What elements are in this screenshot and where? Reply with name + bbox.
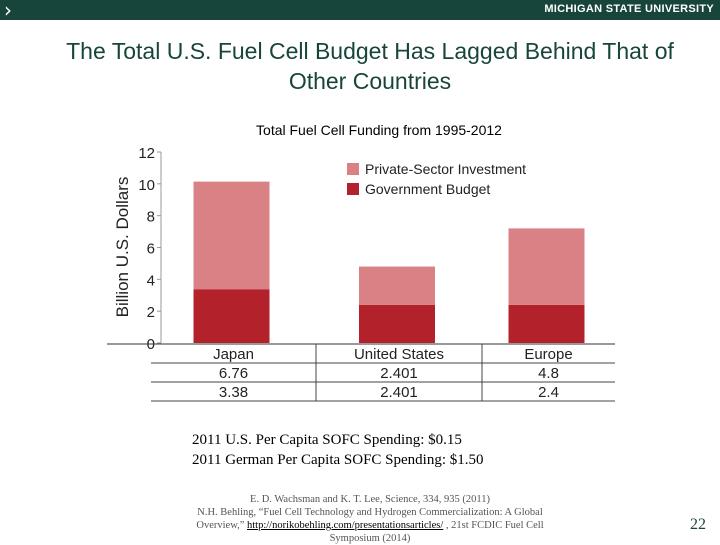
legend-box bbox=[341, 159, 601, 203]
citation-line3a: Overview,” bbox=[196, 520, 245, 531]
citation-line1: E. D. Wachsman and K. T. Lee, Science, 3… bbox=[250, 494, 490, 505]
german-spending-note: 2011 German Per Capita SOFC Spending: $1… bbox=[192, 452, 484, 468]
citation-line3b: , 21st FCDIC Fuel Cell bbox=[445, 520, 544, 531]
citation-link[interactable]: http://norikobehling.com/presentationsar… bbox=[247, 520, 444, 531]
y-tick-label: 2 bbox=[147, 304, 155, 321]
page-number: 22 bbox=[690, 516, 706, 533]
us-spending-note: 2011 U.S. Per Capita SOFC Spending: $0.1… bbox=[192, 432, 462, 448]
funding-chart: Billion U.S. Dollars024681012Private-Sec… bbox=[107, 145, 615, 409]
chart-subtitle: Total Fuel Cell Funding from 1995-2012 bbox=[256, 122, 502, 138]
data-table-value: 4.8 bbox=[538, 365, 559, 382]
legend-swatch bbox=[347, 183, 359, 195]
data-table-value: 2.401 bbox=[380, 365, 418, 382]
bar-private-sector-investment bbox=[359, 266, 435, 305]
data-table-value: 2.4 bbox=[538, 384, 559, 401]
y-tick-label: 10 bbox=[138, 177, 155, 194]
citation-line3: Overview,” http://norikobehling.com/pres… bbox=[140, 519, 600, 532]
spending-notes: 2011 U.S. Per Capita SOFC Spending: $0.1… bbox=[192, 430, 484, 470]
chevron-right-icon[interactable]: › bbox=[4, 0, 12, 22]
citation-line4: Symposium (2014) bbox=[329, 533, 411, 544]
citation: E. D. Wachsman and K. T. Lee, Science, 3… bbox=[140, 493, 600, 545]
university-brand: MICHIGAN STATE UNIVERSITY bbox=[544, 3, 714, 15]
slide-title-line2: Other Countries bbox=[288, 68, 452, 94]
bar-private-sector-investment bbox=[193, 181, 270, 290]
bar-government-budget bbox=[359, 304, 435, 343]
slide-title: The Total U.S. Fuel Cell Budget Has Lagg… bbox=[0, 36, 720, 96]
bar-government-budget bbox=[193, 289, 270, 343]
category-label: Europe bbox=[524, 346, 572, 363]
y-axis-title: Billion U.S. Dollars bbox=[113, 177, 132, 318]
header-bar: › MICHIGAN STATE UNIVERSITY bbox=[0, 0, 720, 22]
citation-line2: N.H. Behling, “Fuel Cell Technology and … bbox=[197, 507, 543, 518]
data-table-value: 2.401 bbox=[380, 384, 418, 401]
legend-swatch bbox=[347, 163, 359, 175]
y-tick-label: 8 bbox=[147, 209, 155, 226]
bar-private-sector-investment bbox=[508, 228, 585, 305]
bar-government-budget bbox=[508, 304, 585, 343]
category-label: Japan bbox=[213, 346, 254, 363]
category-label: United States bbox=[354, 346, 444, 363]
y-tick-label: 12 bbox=[138, 145, 155, 162]
data-table-value: 6.76 bbox=[219, 365, 248, 382]
slide-title-line1: The Total U.S. Fuel Cell Budget Has Lagg… bbox=[66, 38, 674, 64]
legend-label: Private-Sector Investment bbox=[365, 161, 526, 177]
legend-label: Government Budget bbox=[365, 181, 490, 197]
data-table-value: 3.38 bbox=[219, 384, 248, 401]
y-tick-label: 4 bbox=[147, 272, 155, 289]
y-tick-label: 6 bbox=[147, 241, 155, 258]
